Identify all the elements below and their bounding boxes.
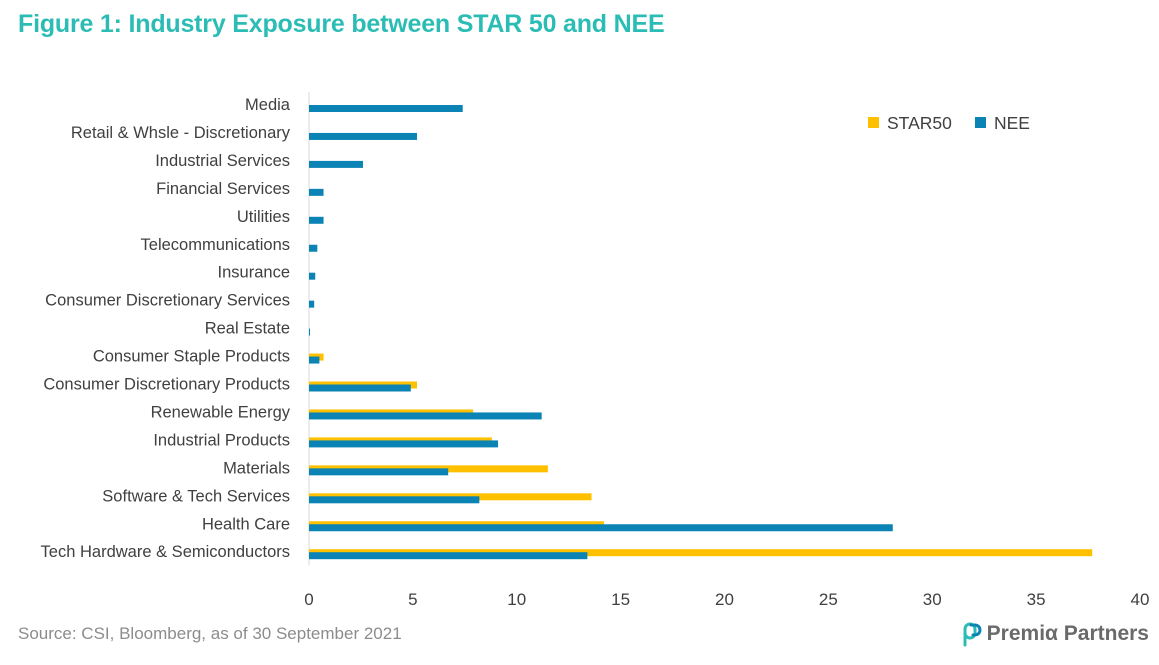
bar-nee [309, 384, 411, 392]
bar-nee [309, 356, 320, 364]
bar-nee [309, 496, 480, 504]
brand-name: Premiα Partners [986, 622, 1149, 645]
legend-swatch-star50 [868, 117, 879, 128]
category-label: Telecommunications [141, 236, 290, 254]
category-label: Consumer Discretionary Services [45, 292, 290, 310]
x-tick-label: 40 [1131, 590, 1150, 609]
legend-swatch-nee [975, 117, 986, 128]
category-label: Consumer Discretionary Products [43, 376, 290, 394]
category-label: Media [245, 96, 291, 114]
category-label: Consumer Staple Products [93, 348, 290, 366]
bar-nee [309, 468, 449, 476]
category-label: Materials [223, 459, 290, 477]
bar-nee [309, 440, 499, 448]
x-tick-label: 5 [408, 590, 417, 609]
category-label: Real Estate [205, 320, 290, 338]
category-label: Retail & Whsle - Discretionary [71, 124, 291, 142]
category-label: Financial Services [156, 180, 290, 198]
bar-nee [309, 244, 318, 252]
x-tick-label: 10 [507, 590, 526, 609]
chart-title: Figure 1: Industry Exposure between STAR… [18, 10, 665, 38]
category-label: Tech Hardware & Semiconductors [41, 543, 290, 561]
category-label: Renewable Energy [151, 403, 291, 421]
bar-nee [309, 524, 893, 532]
bar-nee [309, 160, 364, 168]
bar-nee [309, 300, 315, 308]
category-label: Industrial Products [153, 431, 290, 449]
category-label: Industrial Services [155, 152, 290, 170]
x-tick-label: 25 [819, 590, 838, 609]
premia-logo-icon [963, 622, 982, 647]
legend-label-star50: STAR50 [887, 113, 952, 133]
bar-nee [309, 105, 463, 112]
x-tick-label: 30 [923, 590, 942, 609]
category-label: Software & Tech Services [102, 487, 290, 505]
bar-nee [309, 272, 316, 280]
source-note: Source: CSI, Bloomberg, as of 30 Septemb… [18, 624, 402, 643]
bar-nee [309, 216, 324, 224]
bar-nee [309, 412, 542, 420]
bar-nee [309, 328, 311, 336]
category-label: Health Care [202, 515, 290, 533]
x-tick-label: 35 [1027, 590, 1046, 609]
bar-nee [309, 188, 324, 196]
bar-nee [309, 552, 588, 560]
legend-label-nee: NEE [994, 113, 1030, 133]
category-label: Utilities [237, 208, 290, 226]
bar-star50 [309, 549, 1093, 557]
bar-nee [309, 132, 418, 140]
brand: Premiα Partners [961, 621, 1149, 647]
category-label: Insurance [218, 264, 290, 282]
x-tick-label: 20 [715, 590, 734, 609]
x-tick-label: 15 [611, 590, 630, 609]
x-tick-label: 0 [304, 590, 313, 609]
